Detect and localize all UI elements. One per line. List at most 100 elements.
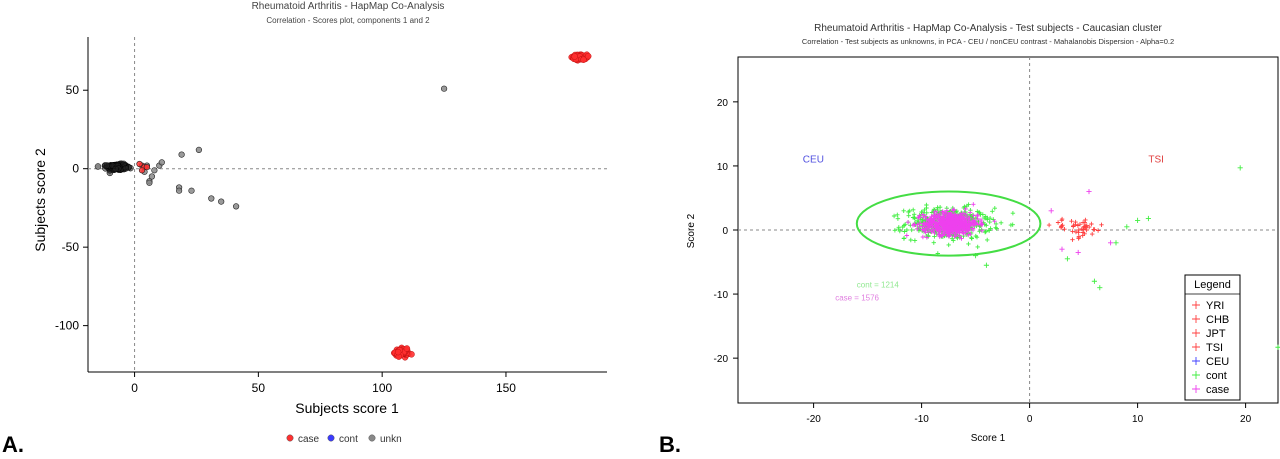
panel-b-point-case: [949, 225, 954, 231]
panel-b-point-case: [953, 231, 959, 237]
panel-a-point-case: [584, 52, 592, 60]
panel-b-point-cont: [935, 206, 940, 212]
panel-b-point-case: [905, 220, 911, 225]
panel-b-point-case: [948, 221, 953, 226]
panel-b-point-TSI: [1075, 223, 1081, 228]
panel-b-point-case: [956, 222, 962, 228]
panel-b-point-case: [924, 222, 929, 227]
panel-a-y-label: Subjects score 2: [32, 148, 48, 252]
panel-b-point-case: [979, 228, 985, 233]
panel-b-legend-title: Legend: [1194, 279, 1231, 291]
panel-b-point-case: [944, 233, 950, 238]
panel-b-point-cont: [1135, 217, 1141, 223]
panel-b-point-cont: [983, 229, 988, 234]
panel-a-point-unkn: [195, 146, 202, 153]
panel-b-point-case: [924, 235, 930, 240]
panel-b-point-TSI: [1087, 224, 1092, 230]
panel-b-point-case: [952, 234, 957, 239]
panel-a-legend-marker-unkn: [368, 434, 376, 442]
panel-b-point-case: [955, 218, 960, 224]
panel-b-point-cont: [951, 238, 956, 243]
panel-b-x-tick-label: 0: [1027, 414, 1033, 425]
panel-a-x-tick-label: 0: [131, 381, 138, 395]
panel-b-legend-marker-CHB: [1192, 315, 1200, 323]
panel-b-point-TSI: [1099, 222, 1104, 227]
panel-b-point-case: [943, 219, 948, 224]
panel-b-point-cont: [980, 212, 985, 217]
panel-b-point-cont: [901, 208, 906, 213]
panel-b-point-case: [953, 212, 958, 217]
panel-b-legend-marker-YRI: [1192, 301, 1200, 309]
panel-b-point-cont: [993, 225, 998, 230]
panel-b-annotation-3: case = 1576: [835, 293, 879, 302]
panel-b-point-case: [961, 227, 966, 232]
panel-b-point-case: [948, 226, 953, 232]
panel-a-x-tick-label: 150: [496, 381, 516, 395]
panel-b-point-cont: [908, 237, 913, 243]
panel-b-point-case: [926, 229, 931, 234]
panel-b-legend-marker-TSI: [1192, 343, 1200, 351]
panel-b-point-cont: [922, 207, 927, 213]
panel-a-y-tick-label: 50: [66, 83, 80, 97]
panel-b-point-cont: [993, 221, 999, 227]
panel-a-x-tick-label: 50: [252, 381, 266, 395]
panel-a-chart: Rheumatoid Arthritis - HapMap Co-Analysi…: [32, 1, 607, 445]
panel-b-point-cont: [1064, 256, 1070, 262]
panel-b-point-case: [940, 209, 945, 214]
panel-a-legend-label-case: case: [298, 434, 320, 445]
panel-b-point-case: [951, 219, 956, 225]
panel-b-point-cont: [969, 235, 974, 240]
panel-b-point-cont: [983, 262, 989, 268]
panel-b-point-case: [933, 223, 938, 228]
panel-b-point-case: [1086, 188, 1092, 195]
panel-b-point-case: [916, 215, 921, 221]
panel-b-point-TSI: [1083, 217, 1088, 223]
panel-a-x-tick-label: 100: [372, 381, 392, 395]
panel-b-legend-label-TSI: TSI: [1206, 342, 1223, 354]
panel-b-point-cont: [1097, 285, 1103, 291]
panel-b-point-cont: [912, 216, 918, 221]
panel-a-title: Rheumatoid Arthritis - HapMap Co-Analysi…: [252, 1, 445, 12]
panel-b-point-cont: [912, 238, 918, 243]
panel-b-point-case: [934, 227, 940, 232]
panel-a-point-unkn: [122, 165, 130, 172]
panel-b-point-case: [943, 210, 949, 216]
panel-b-point-case: [960, 211, 965, 216]
panel-b-point-cont: [977, 229, 982, 234]
panel-b-point-case: [948, 230, 953, 235]
panel-a-point-unkn: [178, 151, 185, 158]
panel-b-point-cont: [1008, 222, 1014, 228]
panel-b-point-case: [1075, 249, 1081, 256]
panel-b-point-TSI: [1071, 223, 1076, 228]
panel-b-point-case: [965, 227, 970, 233]
panel-b-legend-marker-JPT: [1192, 329, 1200, 337]
panel-a-point-unkn: [188, 187, 195, 194]
panel-b-point-cont: [987, 219, 992, 225]
panel-b-chart: Rheumatoid Arthritis - HapMap Co-Analysi…: [686, 23, 1280, 444]
panel-b-point-case: [947, 233, 952, 239]
panel-b-point-cont: [931, 240, 936, 245]
panel-b-y-tick-label: 20: [717, 98, 729, 109]
panel-b-point-TSI: [1082, 231, 1087, 236]
panel-b-point-case: [959, 236, 964, 241]
panel-a-point-case: [571, 53, 578, 60]
panel-b-point-cont: [970, 213, 976, 218]
panel-b-point-case: [912, 222, 917, 227]
panel-b-point-case: [920, 224, 926, 229]
panel-b-point-case: [970, 227, 976, 233]
panel-b-point-cont: [946, 242, 951, 248]
panel-b-point-case: [920, 234, 926, 240]
panel-b-point-TSI: [1082, 220, 1087, 225]
panel-b-point-cont: [895, 212, 900, 217]
panel-b-point-case: [968, 210, 973, 215]
panel-b-point-TSI: [1062, 227, 1067, 232]
panel-b-point-case: [951, 223, 956, 228]
panel-b-point-case: [931, 217, 936, 223]
panel-b-subtitle: Correlation - Test subjects as unknowns,…: [802, 37, 1174, 46]
panel-b-annotation-2: cont = 1214: [857, 281, 900, 290]
panel-a-legend-label-unkn: unkn: [380, 434, 402, 445]
panel-b-point-case: [924, 216, 929, 222]
panel-b-point-case: [915, 226, 920, 232]
panel-b-point-cont: [985, 237, 990, 243]
panel-b-point-case: [921, 215, 926, 220]
